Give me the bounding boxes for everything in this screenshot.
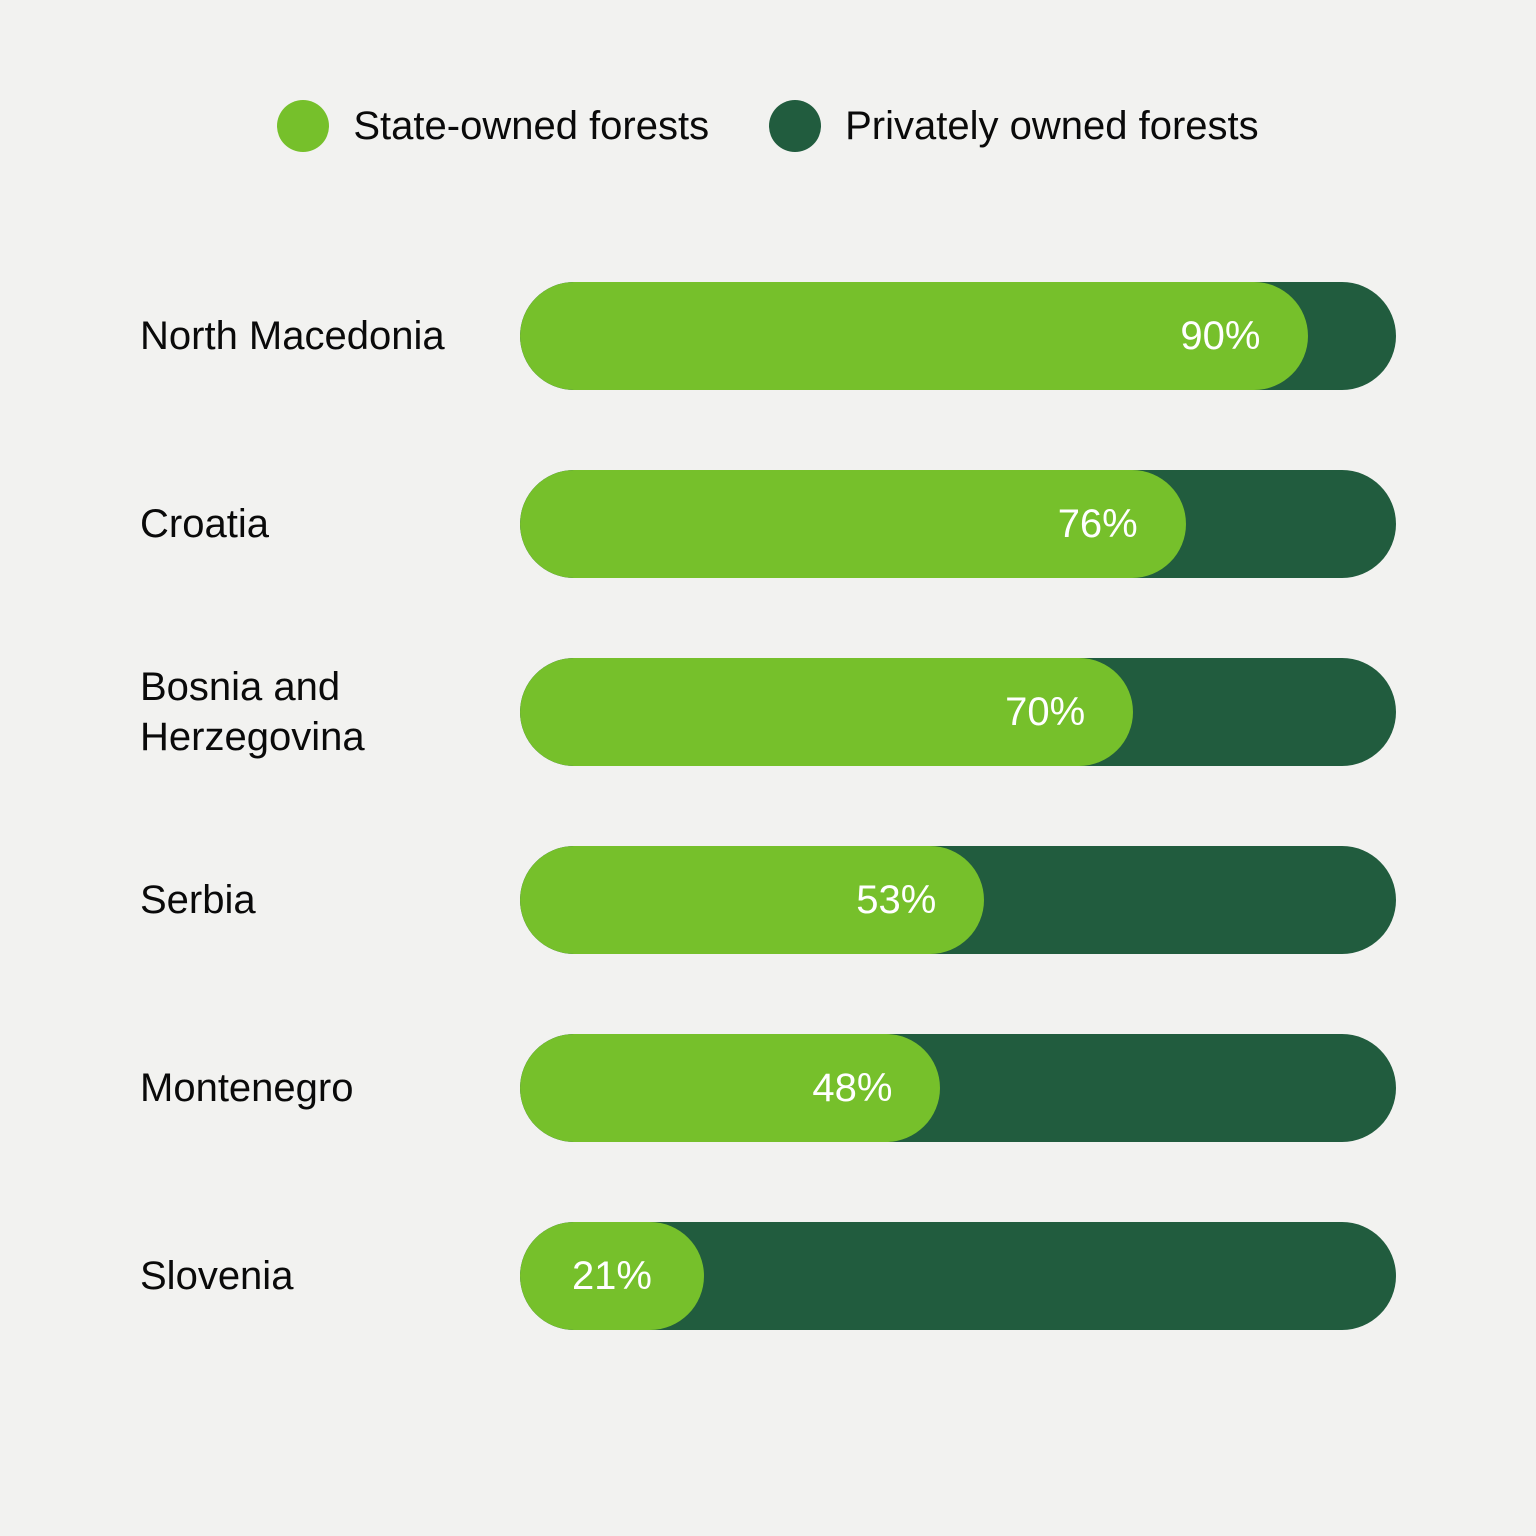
bar-value: 90% <box>1180 314 1260 359</box>
row-label: North Macedonia <box>140 311 520 361</box>
row-label: Bosnia and Herzegovina <box>140 662 520 762</box>
bar-value: 76% <box>1058 502 1138 547</box>
bar-track: 70% <box>520 658 1396 766</box>
legend-item-state: State-owned forests <box>277 100 709 152</box>
bar-fill: 90% <box>520 282 1308 390</box>
bar-row: Montenegro 48% <box>140 1034 1396 1142</box>
bar-row: Croatia 76% <box>140 470 1396 578</box>
bar-track: 21% <box>520 1222 1396 1330</box>
bar-fill: 21% <box>520 1222 704 1330</box>
bar-fill: 70% <box>520 658 1133 766</box>
bar-rows: North Macedonia 90% Croatia 76% Bosnia a… <box>140 282 1396 1330</box>
row-label: Croatia <box>140 499 520 549</box>
bar-track: 53% <box>520 846 1396 954</box>
bar-value: 70% <box>1005 690 1085 735</box>
row-label: Montenegro <box>140 1063 520 1113</box>
bar-fill: 48% <box>520 1034 940 1142</box>
bar-row: Serbia 53% <box>140 846 1396 954</box>
legend-swatch-private <box>769 100 821 152</box>
bar-fill: 76% <box>520 470 1186 578</box>
legend-item-private: Privately owned forests <box>769 100 1259 152</box>
bar-row: Bosnia and Herzegovina 70% <box>140 658 1396 766</box>
bar-value: 21% <box>572 1254 652 1299</box>
legend-label-private: Privately owned forests <box>845 104 1259 149</box>
bar-value: 53% <box>856 878 936 923</box>
legend: State-owned forests Privately owned fore… <box>140 100 1396 152</box>
bar-row: Slovenia 21% <box>140 1222 1396 1330</box>
legend-swatch-state <box>277 100 329 152</box>
bar-fill: 53% <box>520 846 984 954</box>
bar-row: North Macedonia 90% <box>140 282 1396 390</box>
bar-track: 48% <box>520 1034 1396 1142</box>
row-label: Slovenia <box>140 1251 520 1301</box>
bar-value: 48% <box>812 1066 892 1111</box>
bar-track: 76% <box>520 470 1396 578</box>
row-label: Serbia <box>140 875 520 925</box>
legend-label-state: State-owned forests <box>353 104 709 149</box>
bar-track: 90% <box>520 282 1396 390</box>
